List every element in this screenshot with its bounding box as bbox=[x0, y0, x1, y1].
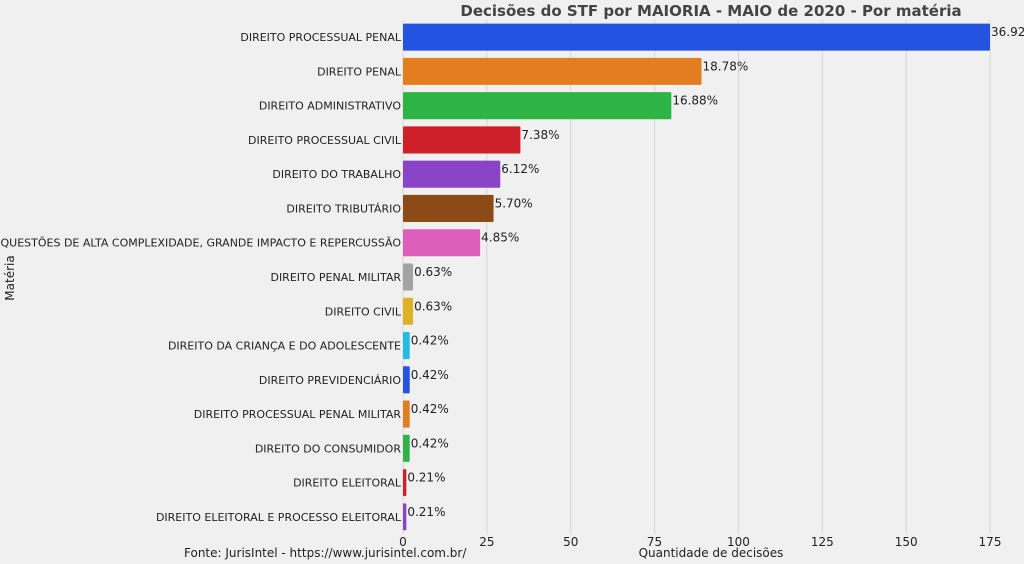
y-axis-label: Matéria bbox=[3, 255, 17, 300]
category-label: DIREITO ELEITORAL E PROCESSO ELEITORAL bbox=[156, 511, 402, 524]
data-labels: 36.92% 18.78% 16.88% 7.38% 6.12% 5.70% 4.85% 0.… bbox=[407, 25, 1024, 519]
bar-data-label: 7.38% bbox=[521, 128, 559, 142]
bar bbox=[403, 434, 410, 462]
bar-data-label: 0.42% bbox=[411, 436, 449, 450]
category-label: DIREITO PENAL MILITAR bbox=[270, 271, 401, 284]
x-tick-label: 125 bbox=[811, 535, 834, 549]
bar-data-label: 36.92% bbox=[991, 25, 1024, 39]
bar-data-label: 16.88% bbox=[672, 94, 718, 108]
bar-data-label: 0.63% bbox=[414, 299, 452, 313]
x-tick-label: 75 bbox=[647, 535, 662, 549]
bar bbox=[403, 57, 702, 85]
bars bbox=[403, 23, 990, 531]
source-footer: Fonte: JurisIntel - https://www.jurisint… bbox=[184, 546, 467, 560]
x-tick-label: 25 bbox=[479, 535, 494, 549]
bar bbox=[403, 366, 410, 394]
category-label: DIREITO DO CONSUMIDOR bbox=[255, 442, 402, 455]
category-label: DIREITO ELEITORAL bbox=[293, 477, 402, 490]
bar-data-label: 0.42% bbox=[411, 368, 449, 382]
category-label: DIREITO PROCESSUAL CIVIL bbox=[248, 134, 402, 147]
x-tick-label: 50 bbox=[563, 535, 578, 549]
bar-data-label: 5.70% bbox=[495, 196, 533, 210]
category-label: DIREITO PENAL bbox=[317, 65, 402, 78]
bar bbox=[403, 23, 990, 51]
bar-data-label: 0.42% bbox=[411, 402, 449, 416]
bar-data-label: 4.85% bbox=[481, 231, 519, 245]
x-tick-label: 100 bbox=[727, 535, 750, 549]
bar-data-label: 0.63% bbox=[414, 265, 452, 279]
x-axis-label: Quantidade de decisões bbox=[639, 546, 784, 560]
category-label: DIREITO CIVIL bbox=[325, 305, 402, 318]
bar-data-label: 0.21% bbox=[407, 505, 445, 519]
bar bbox=[403, 194, 494, 223]
category-label: DIREITO TRIBUTÁRIO bbox=[286, 202, 401, 215]
bar bbox=[403, 400, 410, 428]
category-label: DIREITO DA CRIANÇA E DO ADOLESCENTE bbox=[168, 340, 401, 353]
x-tick-label: 150 bbox=[895, 535, 918, 549]
bar bbox=[403, 263, 414, 291]
bar bbox=[403, 160, 501, 188]
category-labels: DIREITO PROCESSUAL PENAL DIREITO PENAL DIR… bbox=[1, 31, 402, 524]
bar-data-label: 6.12% bbox=[501, 162, 539, 176]
category-label: DIREITO DO TRABALHO bbox=[272, 168, 401, 181]
category-label: QUESTÕES DE ALTA COMPLEXIDADE, GRANDE IM… bbox=[1, 237, 402, 250]
bar bbox=[403, 229, 481, 257]
bar-data-label: 0.21% bbox=[407, 471, 445, 485]
bar-data-label: 18.78% bbox=[703, 59, 749, 73]
bar bbox=[403, 503, 407, 531]
chart-title: Decisões do STF por MAIORIA - MAIO de 20… bbox=[460, 2, 961, 20]
x-tick-labels: 0 25 50 75 100 125 150 175 bbox=[399, 535, 1001, 549]
bar bbox=[403, 469, 407, 497]
category-label: DIREITO PROCESSUAL PENAL MILITAR bbox=[194, 408, 402, 421]
bar-data-label: 0.42% bbox=[411, 334, 449, 348]
x-tick-label: 175 bbox=[979, 535, 1002, 549]
category-label: DIREITO ADMINISTRATIVO bbox=[259, 100, 401, 113]
x-tick-label: 0 bbox=[399, 535, 407, 549]
category-label: DIREITO PROCESSUAL PENAL bbox=[240, 31, 401, 44]
bar bbox=[403, 331, 410, 360]
bar bbox=[403, 92, 672, 120]
bar bbox=[403, 297, 414, 325]
bar bbox=[403, 126, 521, 154]
category-label: DIREITO PREVIDENCIÁRIO bbox=[259, 374, 401, 387]
